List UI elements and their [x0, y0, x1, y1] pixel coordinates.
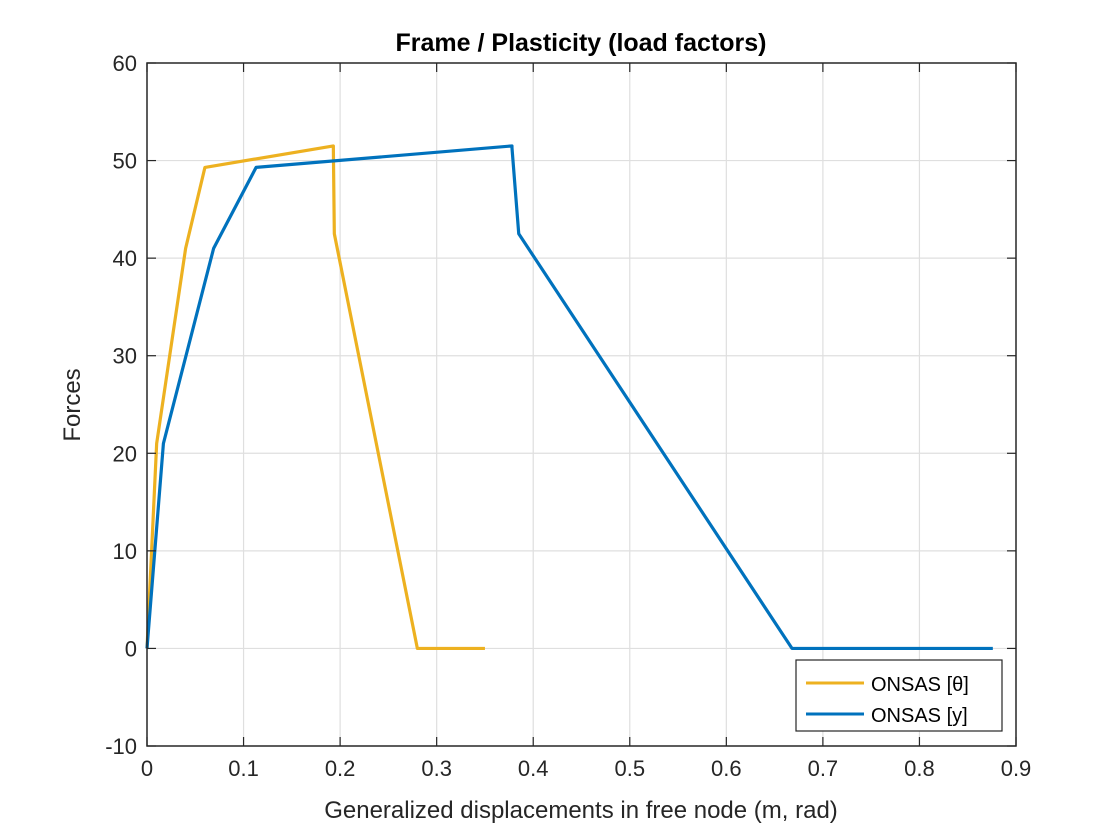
grid: [147, 63, 1016, 746]
legend: ONSAS [θ] ONSAS [y]: [795, 659, 1003, 732]
chart-title: Frame / Plasticity (load factors): [396, 29, 767, 57]
x-tick-label: 0.2: [325, 756, 356, 781]
plot-area: [147, 63, 1016, 746]
y-tick-label: 0: [125, 636, 137, 661]
x-tick-label: 0.9: [1001, 756, 1032, 781]
y-tick-label: 50: [113, 149, 137, 174]
y-tick-label: -10: [105, 734, 137, 759]
x-tick-label: 0.8: [904, 756, 935, 781]
series-layer: [145, 144, 993, 651]
y-tick-label: 60: [113, 51, 137, 76]
legend-label-onsas-theta: ONSAS [θ]: [871, 674, 969, 696]
x-tick-label: 0.5: [614, 756, 645, 781]
ticks: 0 0.1 0.2 0.3 0.4 0.5 0.6 0.7 0.8 0.9-10010203040…: [105, 51, 1031, 781]
x-tick-label: 0.3: [421, 756, 452, 781]
y-tick-label: 20: [113, 441, 137, 466]
x-tick-label: 0.6: [711, 756, 742, 781]
series-line-0: [145, 144, 485, 651]
x-tick-label: 0: [141, 756, 153, 781]
axes-box: [146, 62, 1017, 747]
x-tick-label: 0.1: [228, 756, 259, 781]
y-axis-label: Forces: [59, 368, 86, 441]
x-tick-label: 0.7: [808, 756, 839, 781]
x-axis-label: Generalized displacements in free node (…: [324, 797, 838, 824]
x-tick-label: 0.4: [518, 756, 549, 781]
legend-label-onsas-y: ONSAS [y]: [871, 705, 968, 727]
legend-box: [795, 659, 1003, 732]
series-line-1: [145, 144, 993, 651]
y-tick-label: 40: [113, 246, 137, 271]
y-tick-label: 30: [113, 344, 137, 369]
y-tick-label: 10: [113, 539, 137, 564]
